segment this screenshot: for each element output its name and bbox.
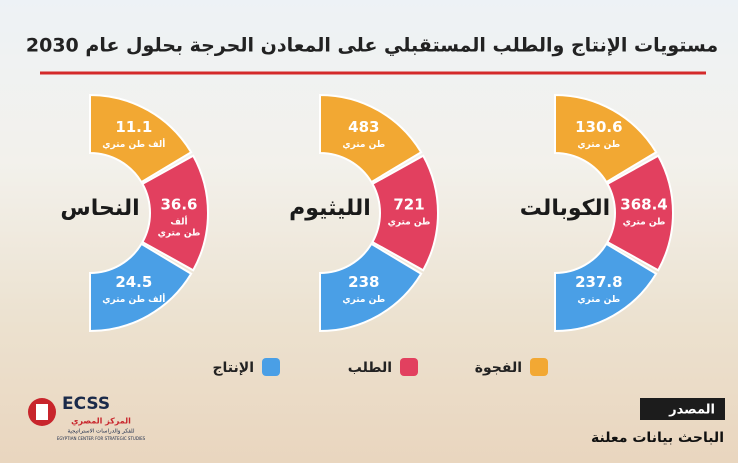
segment bbox=[89, 242, 193, 333]
logo-english: EGYPTIAN CENTER FOR STRATEGIC STUDIES bbox=[57, 436, 146, 441]
source-heading: المصدر bbox=[668, 403, 715, 418]
segment-unit: طن متري bbox=[158, 229, 201, 239]
logo-acronym: ECSS bbox=[62, 394, 110, 414]
segment bbox=[319, 242, 423, 333]
legend-swatch bbox=[530, 358, 548, 376]
segment bbox=[371, 154, 439, 272]
segment bbox=[89, 93, 193, 184]
legend-label: الإنتاج bbox=[212, 360, 254, 376]
segment bbox=[606, 154, 674, 272]
item-name: الكوبالت bbox=[520, 196, 610, 221]
segment-value: 368.4 bbox=[620, 196, 667, 214]
source-text: الباحث بيانات معلنة bbox=[591, 430, 724, 446]
logo-subtitle: للفكر والدراسات الاستراتيجية bbox=[67, 428, 134, 435]
segment-unit: طن متري bbox=[623, 218, 666, 228]
segment bbox=[141, 154, 209, 272]
segment-unit: طن متري bbox=[577, 140, 620, 150]
segment bbox=[554, 93, 658, 184]
item-name: الليثيوم bbox=[289, 196, 371, 221]
segment-value: 237.8 bbox=[575, 273, 622, 291]
segment-value: 24.5 bbox=[115, 273, 152, 291]
logo-book bbox=[36, 404, 48, 420]
segment-value: 11.1 bbox=[115, 118, 152, 136]
logo: ECSS المركز المصري للفكر والدراسات الاست… bbox=[28, 394, 146, 441]
legend-label: الفجوة bbox=[475, 360, 522, 376]
segment-value: 721 bbox=[393, 196, 424, 214]
segment bbox=[554, 242, 658, 333]
legend-swatch bbox=[262, 358, 280, 376]
segment-unit: ألف طن متري bbox=[102, 293, 165, 305]
title: مستويات الإنتاج والطلب المستقبلي على الم… bbox=[26, 35, 718, 57]
legend-label: الطلب bbox=[348, 360, 392, 376]
legend-swatch bbox=[400, 358, 418, 376]
segment-unit: طن متري bbox=[577, 295, 620, 305]
segment-unit: ألف طن متري bbox=[102, 138, 165, 150]
segment-unit: طن متري bbox=[342, 140, 385, 150]
source-heading-box bbox=[640, 398, 725, 420]
logo-name: المركز المصري bbox=[71, 417, 131, 426]
segment-value: 483 bbox=[348, 118, 379, 136]
segment-value: 36.6 bbox=[160, 196, 197, 214]
segment-value: 130.6 bbox=[575, 118, 622, 136]
segment-value: 238 bbox=[348, 273, 379, 291]
segment-unit: طن متري bbox=[342, 295, 385, 305]
segment-unit: ألف bbox=[170, 216, 187, 228]
item-name: النحاس bbox=[60, 196, 139, 221]
segment bbox=[319, 93, 423, 184]
segment-unit: طن متري bbox=[388, 218, 431, 228]
